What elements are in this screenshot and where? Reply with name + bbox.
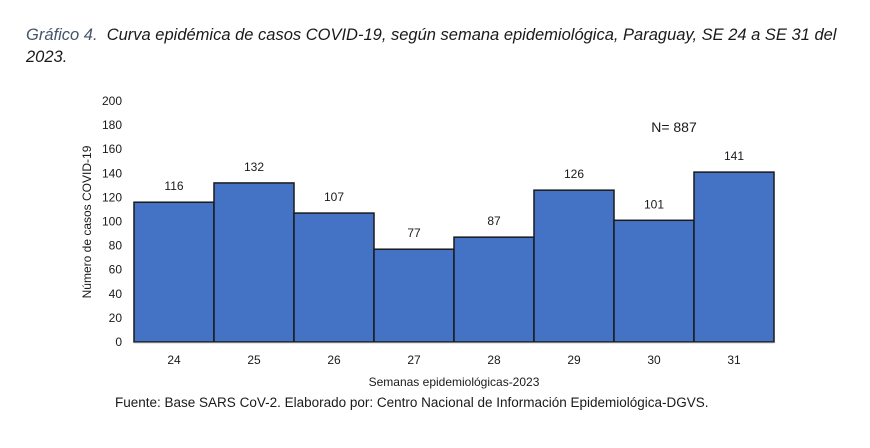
data-label: 77 — [407, 226, 421, 240]
bar-week-25 — [213, 182, 295, 343]
y-tick-label: 200 — [102, 94, 122, 108]
bar-week-26 — [293, 212, 375, 343]
y-tick-label: 180 — [102, 118, 122, 132]
y-axis-title: Número de casos COVID-19 — [80, 145, 94, 298]
figure-caption: Curva epidémica de casos COVID-19, según… — [26, 26, 837, 66]
total-annotation: N= 887 — [651, 119, 697, 135]
y-tick-label: 40 — [109, 287, 123, 301]
y-tick-label: 20 — [109, 311, 123, 325]
y-tick-label: 0 — [115, 335, 122, 349]
data-label: 126 — [564, 167, 584, 181]
figure-label: Gráfico 4. — [26, 26, 98, 44]
data-label: 132 — [244, 160, 264, 174]
data-labels: 116 132 107 77 87 126 101 141 — [164, 149, 744, 240]
x-tick-label: 25 — [247, 353, 261, 367]
y-axis-ticks: 0 20 40 60 80 100 120 140 160 180 200 — [102, 94, 122, 349]
bar-week-24 — [133, 201, 215, 343]
y-tick-label: 60 — [109, 263, 123, 277]
x-tick-label: 28 — [487, 353, 501, 367]
x-tick-label: 26 — [327, 353, 341, 367]
y-tick-label: 140 — [102, 166, 122, 180]
x-axis-title: Semanas epidemiológicas-2023 — [369, 375, 540, 389]
bar-week-31 — [693, 171, 775, 343]
x-axis-ticks: 24 25 26 27 28 29 30 31 — [167, 353, 741, 367]
data-label: 87 — [487, 214, 501, 228]
y-tick-label: 80 — [109, 239, 123, 253]
bars — [133, 171, 775, 343]
x-tick-label: 27 — [407, 353, 421, 367]
data-label: 107 — [324, 190, 344, 204]
x-tick-label: 29 — [567, 353, 581, 367]
y-tick-label: 100 — [102, 215, 122, 229]
x-tick-label: 30 — [647, 353, 661, 367]
data-label: 116 — [164, 179, 183, 193]
chart-title: Gráfico 4. Curva epidémica de casos COVI… — [26, 24, 846, 68]
bar-week-30 — [613, 219, 695, 343]
bar-week-28 — [453, 236, 535, 343]
y-tick-label: 120 — [102, 190, 122, 204]
bar-week-29 — [533, 189, 615, 343]
data-label: 141 — [724, 149, 744, 163]
bar-week-27 — [373, 248, 455, 343]
y-tick-label: 160 — [102, 142, 122, 156]
x-tick-label: 31 — [727, 353, 741, 367]
x-tick-label: 24 — [167, 353, 181, 367]
data-label: 101 — [644, 197, 664, 211]
source-note: Fuente: Base SARS CoV-2. Elaborado por: … — [115, 395, 709, 410]
